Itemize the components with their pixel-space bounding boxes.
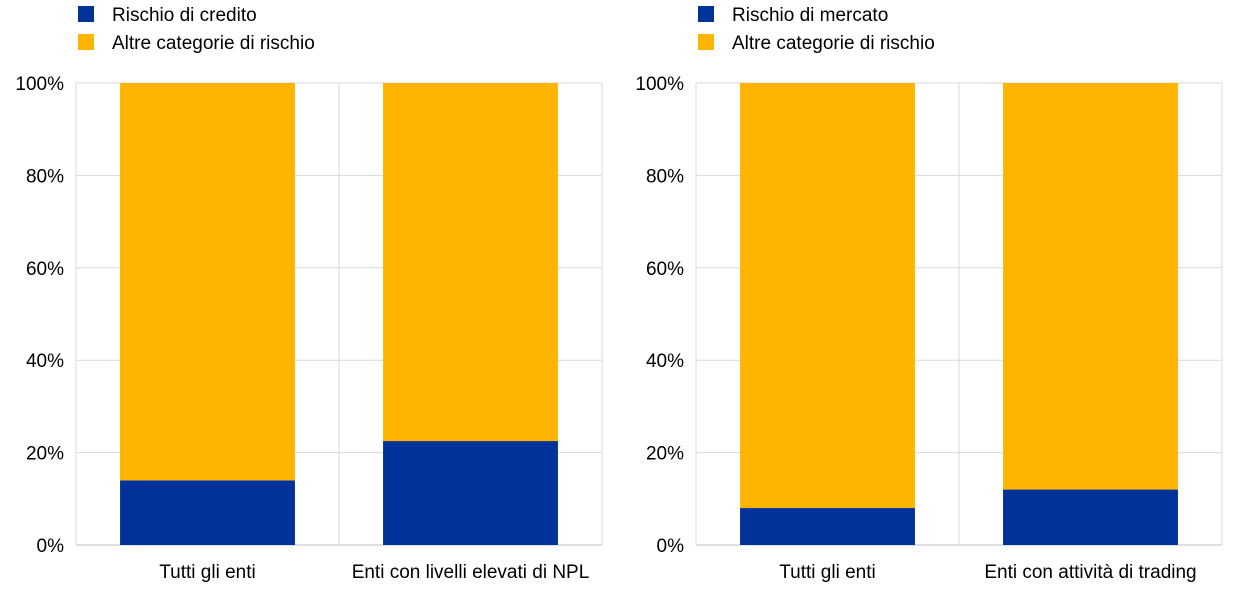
- y-tick-label: 0%: [657, 536, 685, 557]
- legend-item: Altre categorie di rischio: [698, 33, 935, 54]
- legend-item: Rischio di credito: [78, 5, 257, 26]
- y-tick-label: 100%: [15, 74, 64, 95]
- bar-segment: [740, 83, 915, 509]
- legend-swatch: [78, 34, 94, 50]
- bar-segment: [383, 441, 558, 545]
- legend-label: Rischio di credito: [112, 5, 257, 26]
- y-tick-label: 60%: [646, 259, 684, 280]
- y-tick-label: 20%: [26, 444, 64, 465]
- bar-segment: [1003, 489, 1178, 545]
- y-tick-label: 0%: [37, 536, 65, 557]
- legend-item: Altre categorie di rischio: [78, 33, 315, 54]
- legend-item: Rischio di mercato: [698, 5, 888, 26]
- legend-swatch: [698, 6, 714, 22]
- legend-label: Rischio di mercato: [732, 5, 888, 26]
- y-tick-label: 40%: [646, 351, 684, 372]
- y-tick-label: 100%: [635, 74, 684, 95]
- bar-segment: [740, 508, 915, 545]
- bar-segment: [120, 480, 295, 545]
- chart-2: Rischio di mercato Altre categorie di ris…: [635, 5, 1223, 583]
- y-tick-label: 40%: [26, 351, 64, 372]
- y-tick-label: 80%: [26, 166, 64, 187]
- chart-1: Rischio di credito Altre categorie di ris…: [15, 5, 603, 583]
- y-tick-label: 80%: [646, 166, 684, 187]
- x-category-label: Enti con attività di trading: [984, 562, 1196, 583]
- legend-swatch: [78, 6, 94, 22]
- bar-segment: [120, 83, 295, 481]
- legend-swatch: [698, 34, 714, 50]
- legend-label: Altre categorie di rischio: [732, 33, 935, 54]
- x-category-label: Tutti gli enti: [779, 562, 875, 583]
- bar-segment: [383, 83, 558, 442]
- legend-label: Altre categorie di rischio: [112, 33, 315, 54]
- y-tick-label: 20%: [646, 444, 684, 465]
- bar-segment: [1003, 83, 1178, 490]
- y-tick-label: 60%: [26, 259, 64, 280]
- x-category-label: Tutti gli enti: [159, 562, 255, 583]
- x-category-label: Enti con livelli elevati di NPL: [352, 562, 590, 583]
